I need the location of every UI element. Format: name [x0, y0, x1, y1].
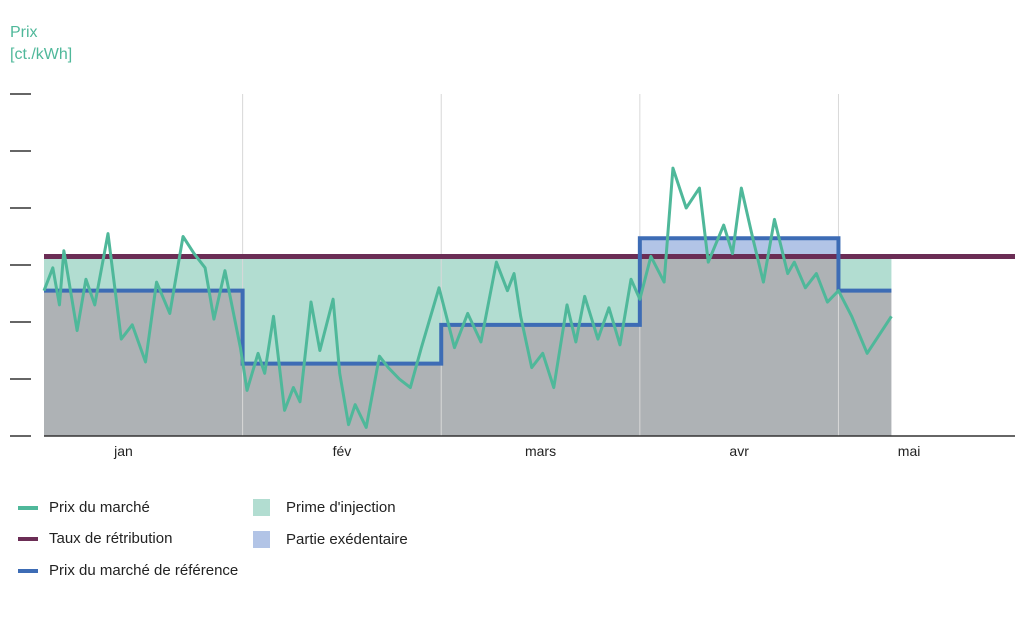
- x-tick-label-mars: mars: [525, 443, 556, 459]
- month-gridlines: [242, 94, 839, 436]
- legend-label-excess-part: Partie exédentaire: [286, 531, 408, 548]
- excess-area-3: [639, 238, 839, 257]
- y-axis-title-line-1: Prix: [10, 24, 38, 41]
- legend-label-market-price: Prix du marché: [49, 499, 150, 516]
- y-axis-title-line-2: [ct./kWh]: [10, 46, 73, 63]
- area-fills: [44, 238, 892, 436]
- base-area-0: [44, 290, 243, 436]
- reference-price-line: [44, 236, 892, 366]
- x-tick-label-mai: mai: [898, 443, 921, 459]
- base-area-1: [242, 363, 442, 436]
- x-tick-label-jan: jan: [113, 443, 133, 459]
- legend-swatch-market-price: [18, 506, 38, 510]
- legend-label-injection-premium: Prime d'injection: [286, 499, 396, 516]
- legend-label-remuneration-rate: Taux de rétribution: [49, 530, 173, 547]
- y-axis-ticks: [10, 93, 31, 437]
- premium-area-4: [838, 256, 892, 291]
- y-axis-title: Prix [ct./kWh]: [10, 22, 72, 66]
- market-price-line: [42, 166, 893, 429]
- x-tick-label-fév: fév: [333, 443, 352, 459]
- x-axis-labels: jan fév mars avr mai: [113, 443, 920, 459]
- legend-swatch-remuneration-rate: [18, 537, 38, 541]
- base-area-2: [441, 324, 640, 436]
- legend-swatch-injection-premium: [253, 499, 270, 516]
- legend-swatch-reference-price: [18, 569, 38, 573]
- base-area-4: [838, 290, 892, 436]
- legend-label-reference-price: Prix du marché de référence: [49, 562, 239, 579]
- x-tick-label-avr: avr: [729, 443, 749, 459]
- legend-swatch-excess-part: [253, 531, 270, 548]
